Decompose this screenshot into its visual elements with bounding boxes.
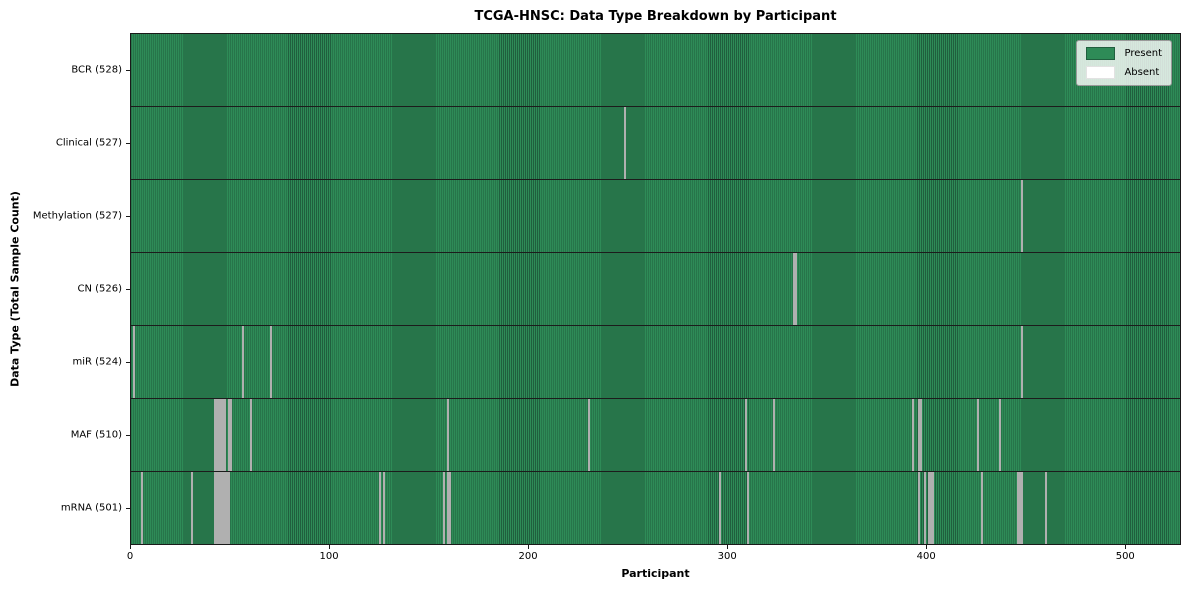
y-tick-label-methylation: Methylation (527): [32, 210, 122, 222]
x-tick-mark-200: [527, 545, 529, 549]
heatmap-row-maf: [131, 398, 1180, 471]
absent-bar-maf-50: [230, 399, 233, 471]
x-tick-label-300: 300: [717, 551, 737, 562]
x-tick-label-100: 100: [319, 551, 339, 562]
heatmap-row-mir: [131, 325, 1180, 398]
x-axis-label: Participant: [621, 567, 690, 580]
absent-bar-maf-396: [917, 399, 920, 471]
absent-bar-maf-47: [224, 399, 227, 471]
plot-area: Present Absent: [130, 33, 1181, 545]
absent-bar-mrna-396: [917, 472, 920, 544]
absent-bar-maf-60: [250, 399, 253, 471]
y-tick-mark-mrna: [126, 508, 130, 510]
x-tick-mark-300: [726, 545, 728, 549]
y-tick-mark-cn: [126, 289, 130, 290]
absent-bar-mrna-46: [222, 472, 225, 544]
x-tick-mark-0: [129, 545, 131, 549]
absent-bar-maf-42: [214, 399, 217, 471]
heatmap-row-bcr: [131, 34, 1180, 106]
heatmap-row-methylation: [131, 179, 1180, 252]
x-tick-label-500: 500: [1115, 551, 1135, 562]
absent-bar-maf-437: [999, 399, 1002, 471]
absent-bar-mrna-49: [228, 472, 231, 544]
legend-item-absent: Absent: [1086, 66, 1162, 79]
absent-bar-clinical-248: [623, 107, 626, 179]
y-tick-label-clinical: Clinical (527): [55, 137, 122, 149]
absent-bar-mrna-402: [929, 472, 932, 544]
absent-bar-maf-426: [977, 399, 980, 471]
x-tick-mark-400: [925, 545, 927, 549]
y-tick-label-mir: miR (524): [72, 356, 122, 368]
absent-bar-maf-393: [911, 399, 914, 471]
absent-bar-mrna-5: [140, 472, 143, 544]
absent-bar-maf-323: [772, 399, 775, 471]
absent-bar-mrna-428: [981, 472, 984, 544]
absent-bar-mrna-42: [214, 472, 217, 544]
y-tick-mark-mir: [126, 362, 130, 364]
absent-bar-maf-44: [218, 399, 221, 471]
y-tick-mark-maf: [126, 435, 130, 437]
absent-bar-maf-46: [222, 399, 225, 471]
y-tick-mark-clinical: [126, 142, 130, 144]
present-swatch: [1086, 47, 1116, 60]
legend: Present Absent: [1076, 40, 1172, 86]
y-tick-label-mrna: mRNA (501): [60, 502, 122, 514]
absent-bar-methylation-448: [1021, 180, 1024, 252]
absent-bar-mir-56: [242, 326, 245, 398]
absent-bar-mrna-460: [1044, 472, 1047, 544]
absent-bar-mir-1: [132, 326, 135, 398]
absent-bar-maf-159: [446, 399, 449, 471]
heatmap-row-mrna: [131, 471, 1180, 544]
absent-bar-maf-230: [587, 399, 590, 471]
absent-bar-mrna-125: [379, 472, 382, 544]
absent-bar-mrna-157: [442, 472, 445, 544]
absent-bar-maf-309: [744, 399, 747, 471]
absent-bar-mrna-45: [220, 472, 223, 544]
x-tick-mark-100: [328, 545, 330, 549]
absent-bar-mrna-296: [719, 472, 722, 544]
absent-bar-mrna-399: [923, 472, 926, 544]
legend-label-absent: Absent: [1124, 67, 1160, 78]
y-tick-label-bcr: BCR (528): [71, 64, 122, 76]
heatmap-row-clinical: [131, 106, 1180, 179]
absent-bar-mrna-447: [1019, 472, 1022, 544]
y-tick-mark-bcr: [126, 69, 130, 71]
absent-bar-mrna-48: [226, 472, 229, 544]
absent-bar-mrna-44: [218, 472, 221, 544]
absent-bar-maf-397: [919, 399, 922, 471]
y-tick-label-cn: CN (526): [77, 283, 122, 295]
absent-bar-mrna-43: [216, 472, 219, 544]
absent-bar-mir-448: [1021, 326, 1024, 398]
absent-bar-maf-43: [216, 399, 219, 471]
absent-bar-mrna-448: [1021, 472, 1024, 544]
absent-swatch: [1086, 66, 1116, 79]
absent-bar-mrna-310: [746, 472, 749, 544]
absent-bar-mrna-403: [931, 472, 934, 544]
absent-bar-mrna-160: [448, 472, 451, 544]
y-tick-mark-methylation: [126, 215, 130, 217]
absent-bar-mrna-159: [446, 472, 449, 544]
absent-bar-mrna-47: [224, 472, 227, 544]
absent-bar-mrna-446: [1017, 472, 1020, 544]
absent-bar-mrna-30: [190, 472, 193, 544]
legend-label-present: Present: [1124, 48, 1162, 59]
chart-title: TCGA-HNSC: Data Type Breakdown by Partic…: [474, 9, 837, 24]
x-tick-mark-500: [1124, 545, 1126, 549]
absent-bar-cn-334: [794, 253, 797, 325]
y-tick-label-maf: MAF (510): [70, 429, 122, 441]
absent-bar-cn-333: [792, 253, 795, 325]
heatmap-row-cn: [131, 252, 1180, 325]
x-tick-label-0: 0: [126, 551, 134, 562]
x-tick-label-400: 400: [916, 551, 936, 562]
absent-bar-maf-45: [220, 399, 223, 471]
x-tick-label-200: 200: [518, 551, 538, 562]
legend-item-present: Present: [1086, 47, 1162, 60]
absent-bar-mrna-401: [927, 472, 930, 544]
absent-bar-mrna-127: [383, 472, 386, 544]
absent-bar-maf-49: [228, 399, 231, 471]
absent-bar-mir-70: [270, 326, 273, 398]
